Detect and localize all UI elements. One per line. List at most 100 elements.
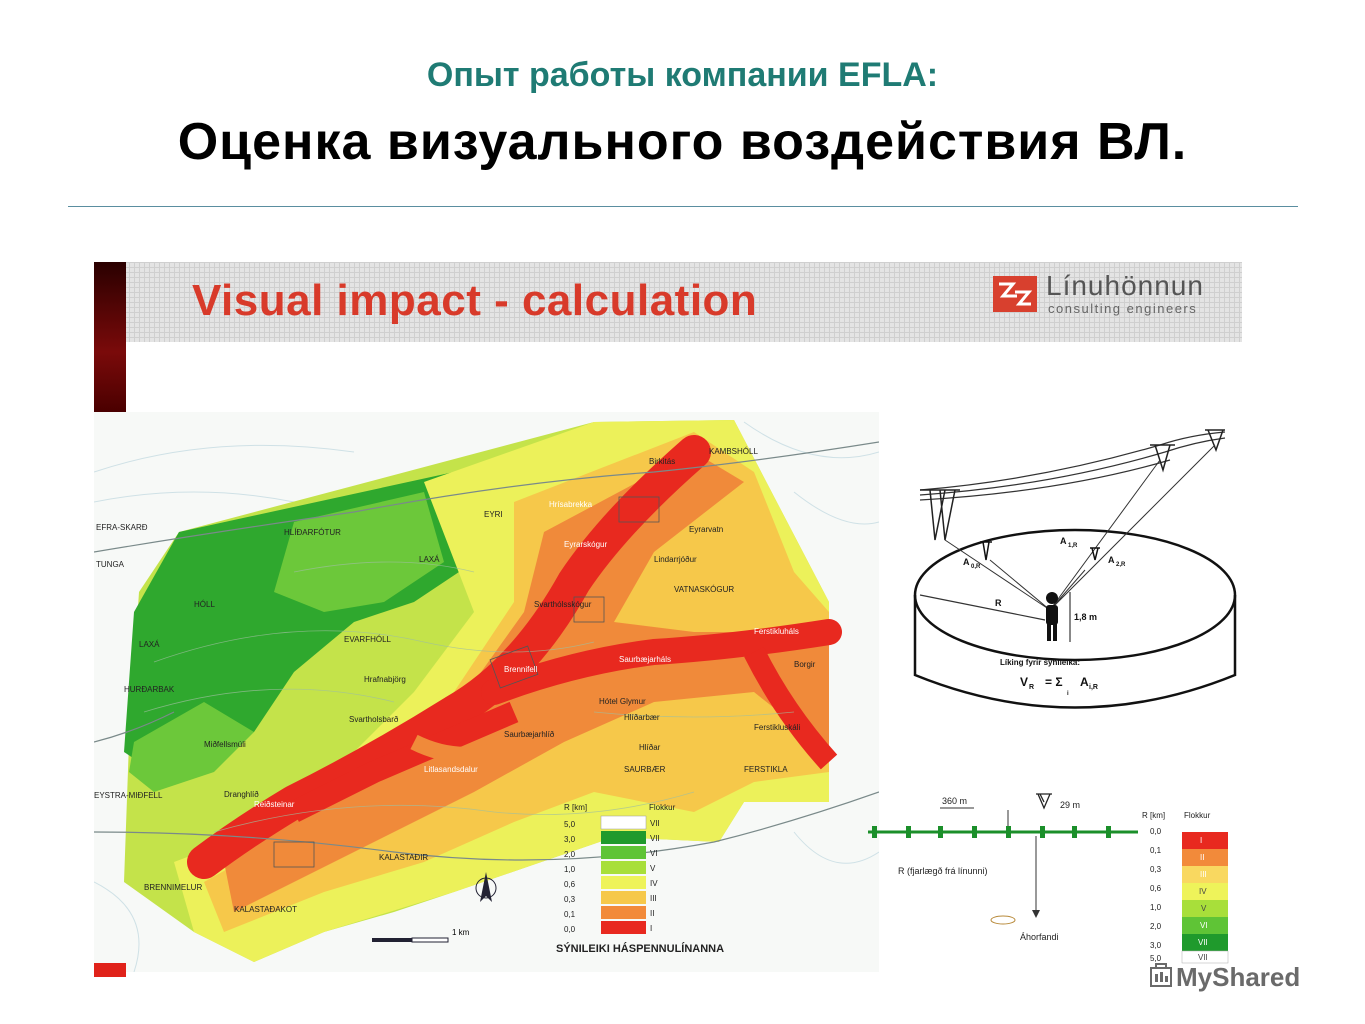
svg-text:I: I (1200, 836, 1202, 845)
pylon-markers (872, 826, 1111, 838)
observer-icon (990, 915, 1016, 925)
svg-text:V: V (650, 864, 656, 873)
title-divider (68, 206, 1298, 207)
map-label: HURÐARBAK (124, 685, 175, 694)
map-label: Svarthólsskógur (534, 600, 592, 609)
svg-text:VII: VII (650, 819, 660, 828)
svg-text:3,0: 3,0 (1150, 941, 1162, 950)
svg-text:A: A (1108, 555, 1115, 565)
slide-title: Оценка визуального воздействия ВЛ. (177, 113, 1188, 171)
svg-text:29 m: 29 m (1060, 800, 1080, 810)
svg-text:VI: VI (1200, 921, 1208, 930)
svg-text:II: II (650, 909, 654, 918)
map-label: Birkitás (649, 457, 675, 466)
map-label: EYSTRA-MIÐFELL (94, 791, 163, 800)
watermark: MyShared (1176, 962, 1301, 992)
map-legend-row: 2,0 VI (564, 846, 658, 859)
logo-name: Línuhönnun (1046, 270, 1204, 301)
map-label: Hlíðarbær (624, 713, 660, 722)
tower-icon (920, 429, 1225, 541)
visibility-cylinder-diagram: A 0,R A 1,R A 2,R R 1,8 m Líking fyrir sýni… (913, 429, 1237, 709)
map-label: Eyrarskógur (564, 540, 607, 549)
banner-accent-bar (94, 262, 126, 412)
map-place-labels: EFRA-SKARÐ TUNGA HÓLL LAXÁ HURÐARBAK HLÍ… (94, 447, 816, 914)
svg-text:2,0: 2,0 (564, 850, 576, 859)
map-label: Saurbæjarháls (619, 655, 671, 664)
slide-subtitle: Опыт работы компании EFLA: (426, 56, 939, 94)
myshared-logo-icon (1150, 963, 1172, 987)
map-label: SAURBÆR (624, 765, 666, 774)
svg-text:Flokkur: Flokkur (1184, 811, 1211, 820)
map-label: BRENNIMELUR (144, 883, 202, 892)
svg-text:0,3: 0,3 (1150, 865, 1162, 874)
svg-text:2,R: 2,R (1116, 562, 1126, 568)
map-label: EYRI (484, 510, 503, 519)
map-label: Eyrarvatn (689, 525, 723, 534)
map-label: Lindarrjóður (654, 555, 697, 564)
map-label: HLÍÐARFÓTUR (284, 528, 341, 537)
svg-text:2,0: 2,0 (1150, 922, 1162, 931)
map-label: Reiðsteinar (254, 800, 295, 809)
svg-text:0,3: 0,3 (564, 895, 576, 904)
svg-text:R: R (995, 598, 1002, 608)
map-label: LAXÁ (139, 640, 160, 649)
svg-text:360 m: 360 m (942, 796, 967, 806)
linuhonnun-logo-icon (993, 276, 1037, 312)
map-legend-row: 5,0 VII (564, 815, 660, 830)
svg-text:A: A (963, 557, 970, 567)
svg-text:0,1: 0,1 (564, 910, 576, 919)
svg-text:IV: IV (650, 879, 658, 888)
svg-text:VI: VI (650, 849, 658, 858)
svg-text:R [km]: R [km] (1142, 811, 1165, 820)
svg-text:3,0: 3,0 (564, 835, 576, 844)
map-label: FERSTIKLA (744, 765, 788, 774)
red-corridor-1 (187, 435, 711, 879)
map-legend-row: 0,3 III (564, 891, 657, 904)
red-corridor-2 (481, 619, 842, 705)
svg-text:V: V (1201, 904, 1207, 913)
map-label: Litlasandsdalur (424, 765, 478, 774)
map-legend-row: 0,1 II (564, 906, 654, 919)
svg-text:VII: VII (1198, 938, 1208, 947)
svg-text:= Σ: = Σ (1045, 675, 1063, 689)
svg-text:i: i (1067, 691, 1069, 697)
projected-tower-icon (980, 541, 1100, 561)
svg-text:5,0: 5,0 (564, 820, 576, 829)
map-label: EFRA-SKARÐ (96, 523, 148, 532)
svg-text:i,R: i,R (1089, 684, 1098, 691)
map-label: KALASTAÐIR (379, 853, 428, 862)
svg-text:1,8 m: 1,8 m (1074, 612, 1097, 622)
banner-title: Visual impact - calculation (192, 276, 758, 325)
svg-text:0,6: 0,6 (1150, 884, 1162, 893)
map-label: HÓLL (194, 600, 215, 609)
map-label: Hótel Glymur (599, 697, 646, 706)
map-label: Hlíðar (639, 743, 661, 752)
right-legend-swatches: I II III IV V VI VII VII (1181, 832, 1229, 964)
logo-subtitle: consulting engineers (1048, 301, 1198, 316)
svg-text:III: III (1200, 870, 1207, 879)
map-scale-bar: 1 km (372, 928, 470, 943)
svg-text:R (fjarlægð frá línunni): R (fjarlægð frá línunni) (898, 866, 988, 876)
svg-text:I: I (650, 924, 652, 933)
svg-text:R [km]: R [km] (564, 803, 587, 812)
map-label: Miðfellsmúli (204, 740, 246, 749)
svg-text:1,R: 1,R (1068, 543, 1078, 549)
svg-text:VII: VII (650, 834, 660, 843)
svg-text:A: A (1080, 675, 1089, 689)
map-label: Hrafnabjörg (364, 675, 406, 684)
map-label: Brennifell (504, 665, 538, 674)
svg-text:III: III (650, 894, 657, 903)
svg-text:0,0: 0,0 (564, 925, 576, 934)
map-label: EVARFHÓLL (344, 635, 392, 644)
svg-text:VII: VII (1198, 953, 1208, 962)
map-label: Ferstikluskáli (754, 723, 800, 732)
svg-text:R: R (1029, 684, 1034, 691)
map-label: Saurbæjarhlíð (504, 730, 555, 739)
map-legend-title: SÝNILEIKI HÁSPENNULÍNANNA (556, 942, 724, 955)
map-legend-row: 1,0 V (564, 861, 656, 874)
right-legend: R [km] Flokkur 0,0 0,1 0,3 0,6 1,0 2,0 3… (1142, 811, 1229, 964)
svg-text:Flokkur: Flokkur (649, 803, 676, 812)
map-label: TUNGA (96, 560, 125, 569)
map-label: Borgir (794, 660, 816, 669)
north-arrow-icon (475, 872, 497, 902)
